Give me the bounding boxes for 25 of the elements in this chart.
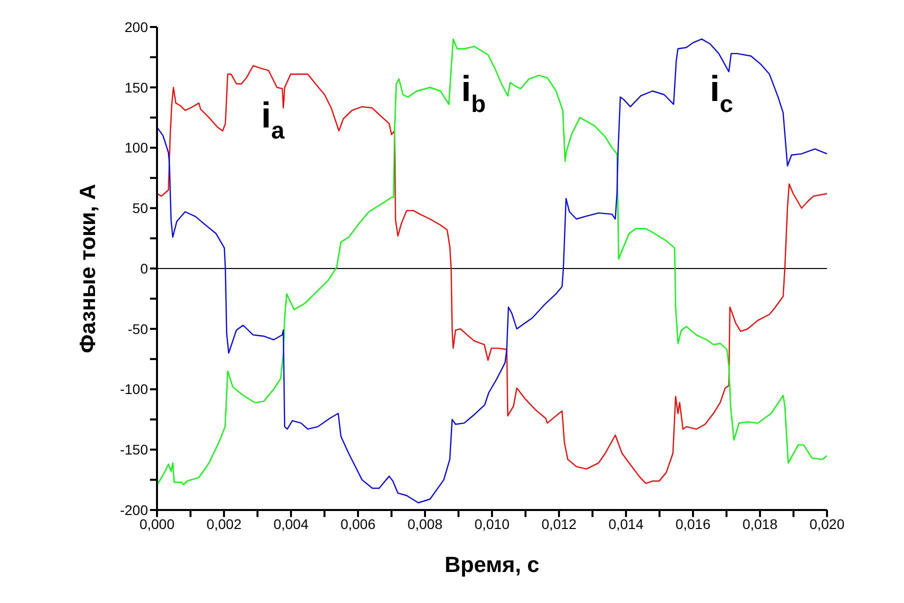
y-tick-label: -150: [120, 442, 148, 458]
x-tick-label: 0,000: [139, 516, 175, 532]
series-label: i$_{b}$: [461, 68, 486, 118]
x-tick-label: 0,002: [206, 516, 242, 532]
series-label: i$_{a}$: [261, 94, 286, 144]
x-tick-label: 0,016: [675, 516, 711, 532]
y-tick-label: -50: [128, 320, 148, 337]
x-tick-label: 0,010: [474, 516, 510, 532]
y-axis-title: Фазные токи, А: [74, 184, 100, 354]
x-tick-label: 0,004: [273, 516, 309, 532]
x-tick-label: 0,012: [541, 516, 577, 532]
x-tick-label: 0,008: [407, 516, 443, 532]
y-tick-label: 0: [140, 260, 148, 276]
y-tick-label: 150: [124, 79, 148, 96]
x-tick-label: 0,014: [608, 516, 644, 532]
y-tick-label: 200: [124, 18, 148, 35]
y-tick-label: 100: [124, 140, 148, 156]
x-tick-label: 0,020: [809, 516, 845, 532]
y-tick-label: -200: [120, 502, 148, 518]
series-label: i$_{c}$: [710, 68, 734, 118]
x-tick-label: 0,006: [340, 516, 376, 532]
y-tick-label: -100: [120, 381, 148, 398]
x-tick-label: 0,018: [742, 516, 778, 532]
y-tick-label: 50: [132, 200, 148, 216]
x-axis-title: Время, с: [444, 552, 540, 577]
